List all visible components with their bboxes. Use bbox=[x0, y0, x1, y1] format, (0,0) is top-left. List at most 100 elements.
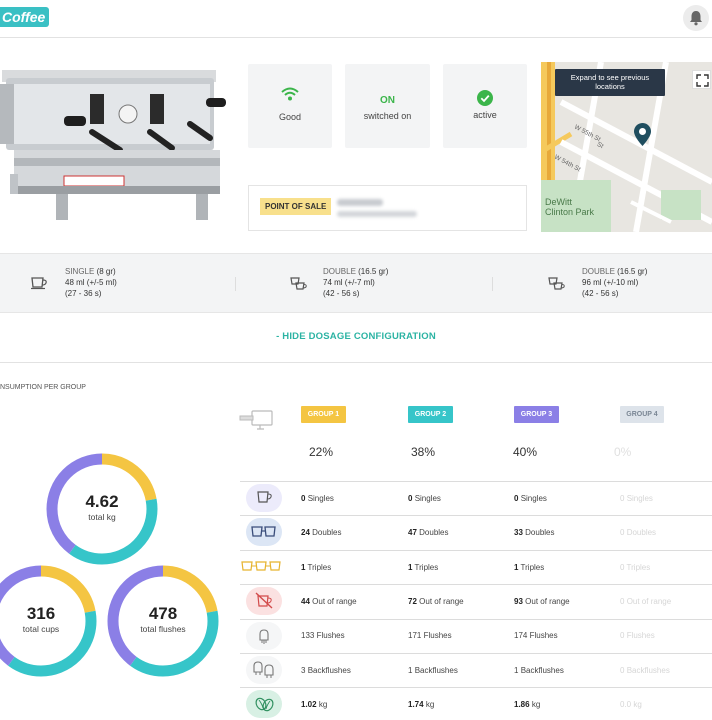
table-cell: 174 Flushes bbox=[514, 631, 558, 640]
total-cups-donut bbox=[0, 565, 97, 677]
location-map[interactable]: W 55th St W 54th St St DeWitt Clinton Pa… bbox=[541, 62, 712, 232]
double-cup-icon bbox=[290, 277, 307, 290]
section-divider bbox=[0, 362, 712, 363]
cell-label: kg bbox=[531, 700, 541, 709]
cell-label: Flushes bbox=[529, 631, 558, 640]
table-cell: 33 Doubles bbox=[514, 528, 555, 537]
notifications-button[interactable] bbox=[683, 5, 709, 31]
total-flushes-value: 478 bbox=[148, 604, 178, 623]
connection-card: Good bbox=[248, 64, 332, 148]
dosage-configuration bbox=[0, 253, 712, 313]
cell-label: kg bbox=[425, 700, 435, 709]
cell-label: Singles bbox=[520, 494, 547, 503]
cell-value: 1 bbox=[408, 666, 413, 675]
cell-value: 72 bbox=[408, 597, 417, 606]
cell-value: 0.0 bbox=[620, 700, 632, 709]
check-circle-icon bbox=[477, 90, 493, 106]
cell-value: 93 bbox=[514, 597, 523, 606]
expand-map-button[interactable] bbox=[692, 70, 711, 89]
cell-value: 0 bbox=[301, 494, 306, 503]
power-card: ON switched on bbox=[345, 64, 430, 148]
dosage-time: (27 - 36 s) bbox=[65, 289, 102, 298]
table-divider bbox=[240, 619, 712, 620]
donut-segment-2 bbox=[46, 453, 158, 565]
table-cell: 0 Doubles bbox=[620, 528, 656, 537]
dosage-name: DOUBLE bbox=[323, 267, 356, 276]
cell-value: 0 bbox=[620, 528, 625, 537]
cell-label: Flushes bbox=[423, 631, 452, 640]
total-kg-donut bbox=[46, 453, 158, 565]
donut-segment-3 bbox=[46, 453, 158, 565]
dosage-divider bbox=[235, 277, 236, 291]
cell-value: 0 bbox=[620, 666, 625, 675]
group-3-badge[interactable]: GROUP 3 bbox=[514, 406, 559, 423]
table-divider bbox=[240, 481, 712, 482]
table-cell: 0 Singles bbox=[408, 494, 441, 503]
flush-icon bbox=[246, 622, 282, 650]
cell-value: 1 bbox=[408, 563, 413, 572]
dosage-name: SINGLE bbox=[65, 267, 95, 276]
redacted-address bbox=[337, 211, 417, 217]
cell-value: 1.74 bbox=[408, 700, 424, 709]
wifi-icon bbox=[281, 87, 299, 101]
cell-label: Flushes bbox=[626, 631, 655, 640]
total-cups-value: 316 bbox=[26, 604, 56, 623]
table-cell: 0 Backflushes bbox=[620, 666, 670, 675]
table-divider bbox=[240, 550, 712, 551]
cell-value: 44 bbox=[301, 597, 310, 606]
double-cup-icon bbox=[548, 277, 565, 290]
group-4-badge[interactable]: GROUP 4 bbox=[620, 406, 664, 423]
cell-label: Backflushes bbox=[307, 666, 351, 675]
dosage-weight: (8 gr) bbox=[96, 267, 116, 276]
group-1-badge[interactable]: GROUP 1 bbox=[301, 406, 346, 423]
single-cup-icon bbox=[31, 277, 47, 290]
map-park-label-line2: Clinton Park bbox=[545, 207, 595, 217]
cell-label: Triples bbox=[626, 563, 651, 572]
table-divider bbox=[240, 515, 712, 516]
dosage-weight: (16.5 gr) bbox=[617, 267, 648, 276]
table-cell: 0 Singles bbox=[301, 494, 334, 503]
table-cell: 0 Singles bbox=[620, 494, 653, 503]
cell-label: Out of range bbox=[312, 597, 357, 606]
coffee-beans-icon bbox=[246, 690, 282, 718]
cell-label: Doubles bbox=[525, 528, 555, 537]
table-divider bbox=[240, 653, 712, 654]
section-title: NSUMPTION PER GROUP bbox=[0, 384, 86, 391]
table-cell: 3 Backflushes bbox=[301, 666, 351, 675]
dosage-time: (42 - 56 s) bbox=[323, 289, 360, 298]
hide-dosage-configuration-link[interactable]: - HIDE DOSAGE CONFIGURATION bbox=[276, 331, 436, 342]
table-cell: 93 Out of range bbox=[514, 597, 570, 606]
dosage-volume: 96 ml (+/-10 ml) bbox=[582, 278, 639, 287]
espresso-machine-icon bbox=[239, 410, 273, 430]
table-cell: 133 Flushes bbox=[301, 631, 345, 640]
map-park-label-line1: DeWitt bbox=[545, 197, 572, 207]
group-2-badge[interactable]: GROUP 2 bbox=[408, 406, 453, 423]
cell-value: 1 bbox=[514, 666, 519, 675]
map-pin-icon[interactable] bbox=[634, 123, 651, 146]
donut-segment-3 bbox=[0, 565, 97, 677]
cell-label: Singles bbox=[626, 494, 653, 503]
single-cup-icon bbox=[246, 484, 282, 512]
cell-label: Backflushes bbox=[626, 666, 670, 675]
point-of-sale-badge: POINT OF SALE bbox=[260, 198, 332, 215]
table-cell: 0.0 kg bbox=[620, 700, 642, 709]
cell-label: Doubles bbox=[626, 528, 657, 537]
point-of-sale-panel: POINT OF SALE bbox=[248, 185, 527, 231]
cell-label: Triples bbox=[414, 563, 439, 572]
cell-value: 133 bbox=[301, 631, 315, 640]
cell-label: Flushes bbox=[316, 631, 345, 640]
cell-value: 0 bbox=[620, 597, 625, 606]
cell-label: Backflushes bbox=[414, 666, 458, 675]
cell-value: 0 bbox=[514, 494, 519, 503]
connection-status: Good bbox=[278, 112, 302, 122]
dosage-time: (42 - 56 s) bbox=[582, 289, 619, 298]
espresso-machine-image bbox=[0, 70, 226, 220]
cell-value: 24 bbox=[301, 528, 310, 537]
donut-segment-2 bbox=[107, 565, 219, 677]
out-of-range-icon bbox=[246, 587, 282, 615]
app-logo[interactable]: Coffee bbox=[0, 7, 50, 27]
top-bar: Coffee bbox=[0, 0, 712, 38]
table-cell: 1 Backflushes bbox=[514, 666, 564, 675]
cell-value: 1.86 bbox=[514, 700, 530, 709]
dosage-single: SINGLE (8 gr) 48 ml (+/-5 ml) (27 - 36 s… bbox=[65, 266, 117, 299]
